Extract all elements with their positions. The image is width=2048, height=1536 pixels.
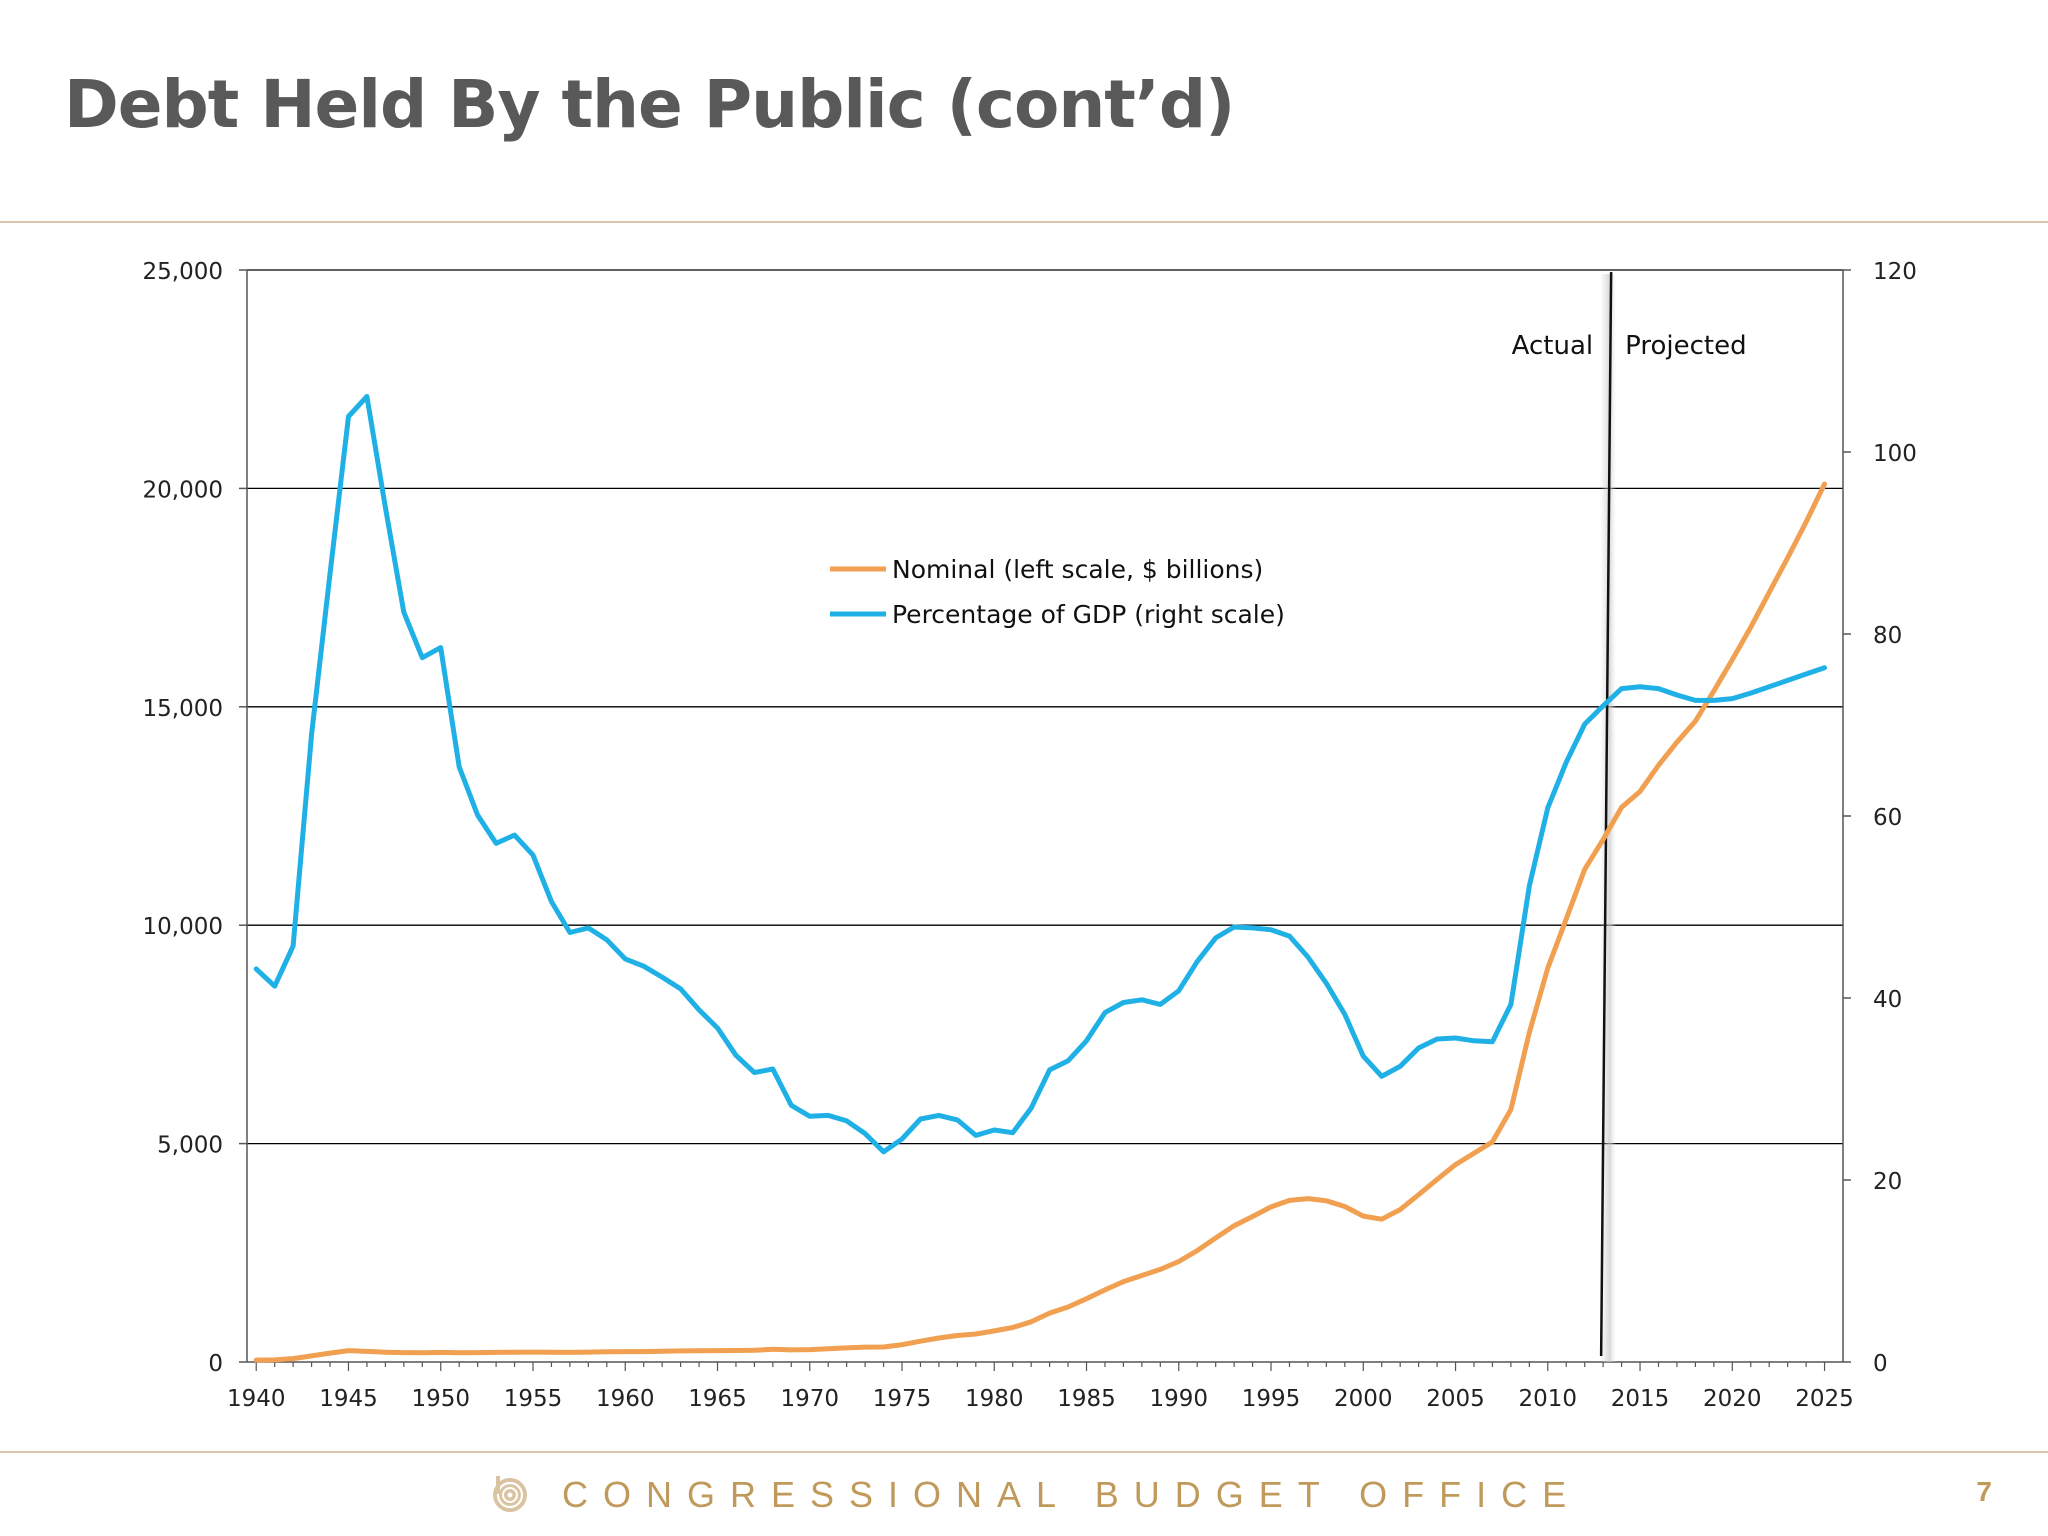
cbo-logo-icon xyxy=(493,1476,527,1512)
divider-line xyxy=(1599,271,1613,1357)
x-tick-label: 1975 xyxy=(873,1386,932,1412)
x-tick-label: 1995 xyxy=(1242,1386,1301,1412)
x-tick-label: 1955 xyxy=(504,1386,563,1412)
x-tick-label: 1945 xyxy=(319,1386,378,1412)
x-tick-label: 1990 xyxy=(1149,1386,1208,1412)
series-lines xyxy=(253,394,1827,1363)
footer: CONGRESSIONAL BUDGET OFFICE xyxy=(0,1472,2048,1522)
x-tick-label: 2005 xyxy=(1426,1386,1485,1412)
x-tick-label: 2010 xyxy=(1519,1386,1578,1412)
x-tick-label: 1940 xyxy=(227,1386,286,1412)
page-number: 7 xyxy=(1976,1476,1992,1507)
x-tick-label: 2020 xyxy=(1703,1386,1762,1412)
grid-lines xyxy=(247,269,1843,1145)
right-tick-label: 100 xyxy=(1873,441,1917,467)
x-tick-label: 1985 xyxy=(1057,1386,1116,1412)
actual-projected-divider: Actual Projected xyxy=(1512,271,1747,1362)
left-tick-label: 25,000 xyxy=(143,259,223,285)
left-tick-label: 15,000 xyxy=(143,696,223,722)
footer-organization: CONGRESSIONAL BUDGET OFFICE xyxy=(562,1474,1582,1515)
x-tick-label: 1950 xyxy=(411,1386,470,1412)
chart-legend: Nominal (left scale, $ billions) Percenta… xyxy=(830,555,1285,629)
nominal-series-line xyxy=(253,481,1827,1363)
actual-label: Actual xyxy=(1512,331,1593,361)
projected-label: Projected xyxy=(1625,331,1746,361)
title-divider xyxy=(0,221,2048,223)
left-tick-label: 5,000 xyxy=(157,1133,223,1159)
x-tick-label: 1970 xyxy=(780,1386,839,1412)
right-tick-label: 120 xyxy=(1873,259,1917,285)
right-tick-label: 20 xyxy=(1873,1169,1902,1195)
page-title: Debt Held By the Public (cont’d) xyxy=(64,66,1235,143)
axes: 0 5,000 10,000 15,000 20,000 25,000 0 20 40 60 80 1… xyxy=(143,259,1917,1412)
left-tick-label: 10,000 xyxy=(143,914,223,940)
x-tick-label: 1980 xyxy=(965,1386,1024,1412)
x-tick-label: 2000 xyxy=(1334,1386,1393,1412)
right-tick-label: 0 xyxy=(1873,1351,1888,1377)
left-tick-label: 0 xyxy=(208,1351,223,1377)
legend-label-nominal: Nominal (left scale, $ billions) xyxy=(892,555,1263,584)
x-tick-label: 2025 xyxy=(1795,1386,1854,1412)
left-tick-label: 20,000 xyxy=(143,477,223,503)
x-tick-label: 1960 xyxy=(596,1386,655,1412)
percent-gdp-series-line xyxy=(253,394,1827,1155)
right-tick-label: 60 xyxy=(1873,805,1902,831)
footer-divider xyxy=(0,1451,2048,1453)
right-tick-label: 40 xyxy=(1873,987,1902,1013)
x-tick-label: 1965 xyxy=(688,1386,747,1412)
debt-chart: 0 5,000 10,000 15,000 20,000 25,000 0 20 40 60 80 1… xyxy=(143,259,1917,1412)
x-tick-label: 2015 xyxy=(1611,1386,1670,1412)
right-tick-label: 80 xyxy=(1873,623,1902,649)
legend-label-percent: Percentage of GDP (right scale) xyxy=(892,600,1285,629)
